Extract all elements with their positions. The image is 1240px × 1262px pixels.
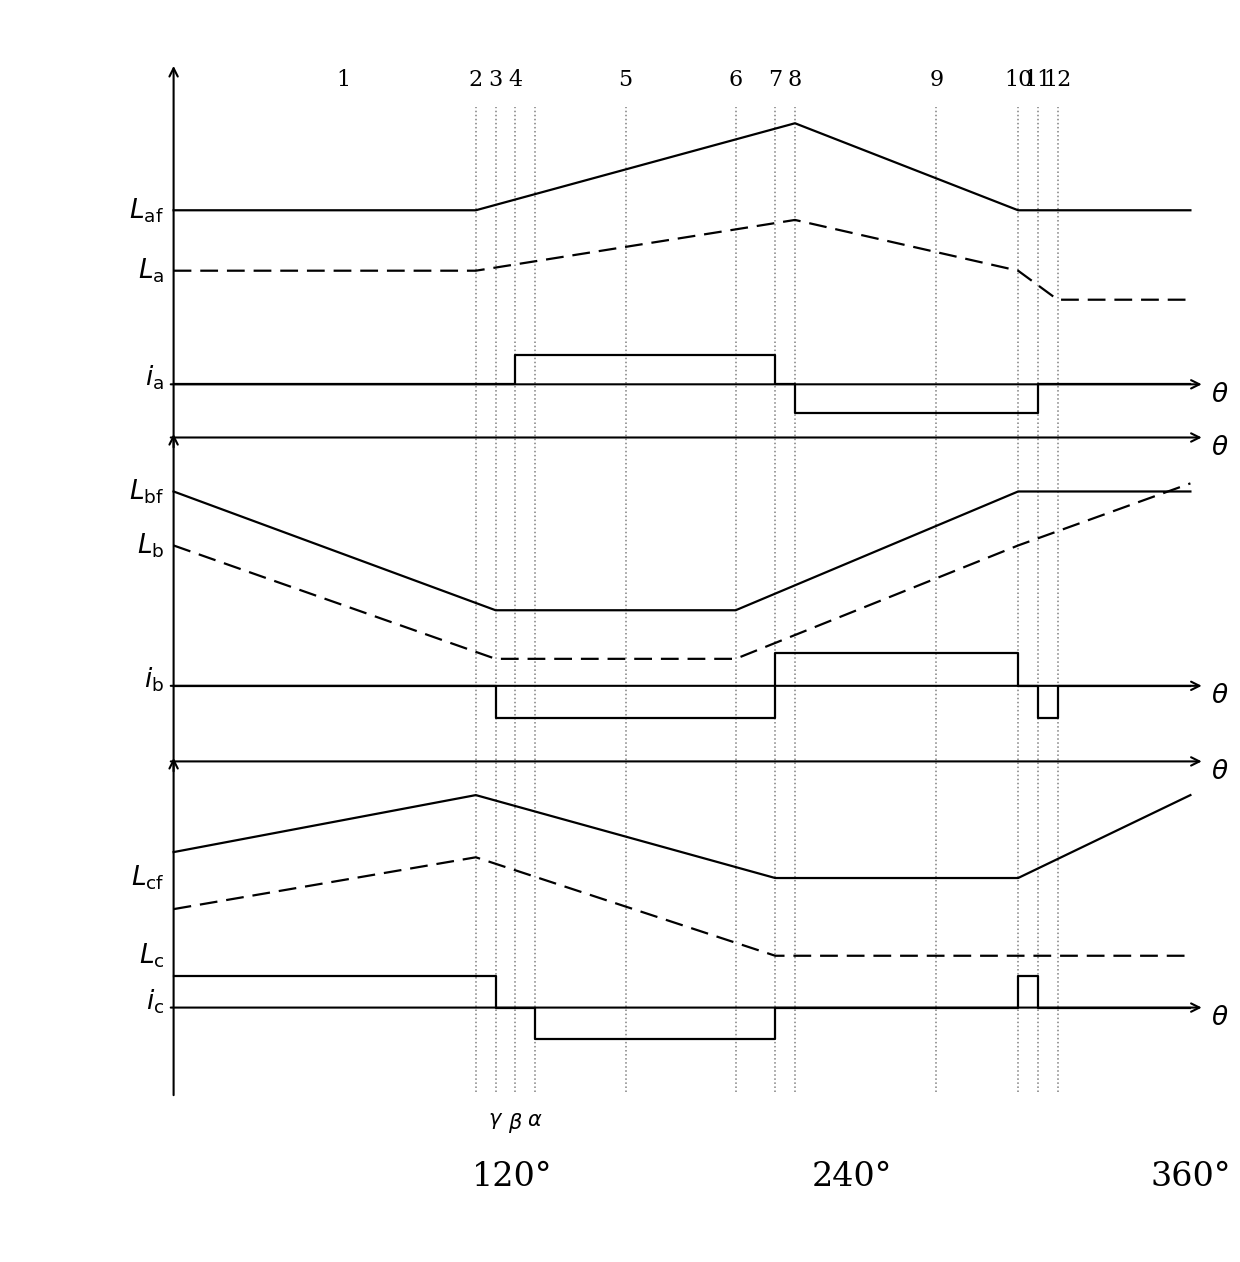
Text: 12: 12	[1044, 69, 1071, 91]
Text: $\theta$: $\theta$	[1210, 1005, 1229, 1030]
Text: 6: 6	[729, 69, 743, 91]
Text: $L_{\mathrm{b}}$: $L_{\mathrm{b}}$	[136, 531, 164, 560]
Text: 360°: 360°	[1151, 1161, 1230, 1193]
Text: $L_{\mathrm{bf}}$: $L_{\mathrm{bf}}$	[129, 477, 164, 506]
Text: $\theta$: $\theta$	[1210, 684, 1229, 708]
Text: 2: 2	[469, 69, 482, 91]
Text: $i_{\mathrm{a}}$: $i_{\mathrm{a}}$	[145, 363, 164, 392]
Text: $L_{\mathrm{c}}$: $L_{\mathrm{c}}$	[139, 941, 164, 970]
Text: 240°: 240°	[811, 1161, 892, 1193]
Text: $L_{\mathrm{cf}}$: $L_{\mathrm{cf}}$	[130, 863, 164, 892]
Text: $γ$: $γ$	[489, 1111, 503, 1131]
Text: $i_{\mathrm{c}}$: $i_{\mathrm{c}}$	[146, 987, 164, 1016]
Text: $β$: $β$	[508, 1111, 523, 1135]
Text: $\theta$: $\theta$	[1210, 758, 1229, 784]
Text: 5: 5	[619, 69, 632, 91]
Text: $\theta$: $\theta$	[1210, 382, 1229, 406]
Text: 10: 10	[1004, 69, 1032, 91]
Text: 120°: 120°	[472, 1161, 553, 1193]
Text: $\theta$: $\theta$	[1210, 435, 1229, 461]
Text: $α$: $α$	[527, 1111, 543, 1129]
Text: 7: 7	[768, 69, 782, 91]
Text: 9: 9	[929, 69, 944, 91]
Text: 3: 3	[489, 69, 502, 91]
Text: 11: 11	[1024, 69, 1052, 91]
Text: $L_{\mathrm{a}}$: $L_{\mathrm{a}}$	[138, 256, 164, 285]
Text: 8: 8	[787, 69, 802, 91]
Text: $L_{\mathrm{af}}$: $L_{\mathrm{af}}$	[129, 196, 164, 225]
Text: 1: 1	[336, 69, 350, 91]
Text: 4: 4	[508, 69, 522, 91]
Text: $i_{\mathrm{b}}$: $i_{\mathrm{b}}$	[144, 665, 164, 694]
